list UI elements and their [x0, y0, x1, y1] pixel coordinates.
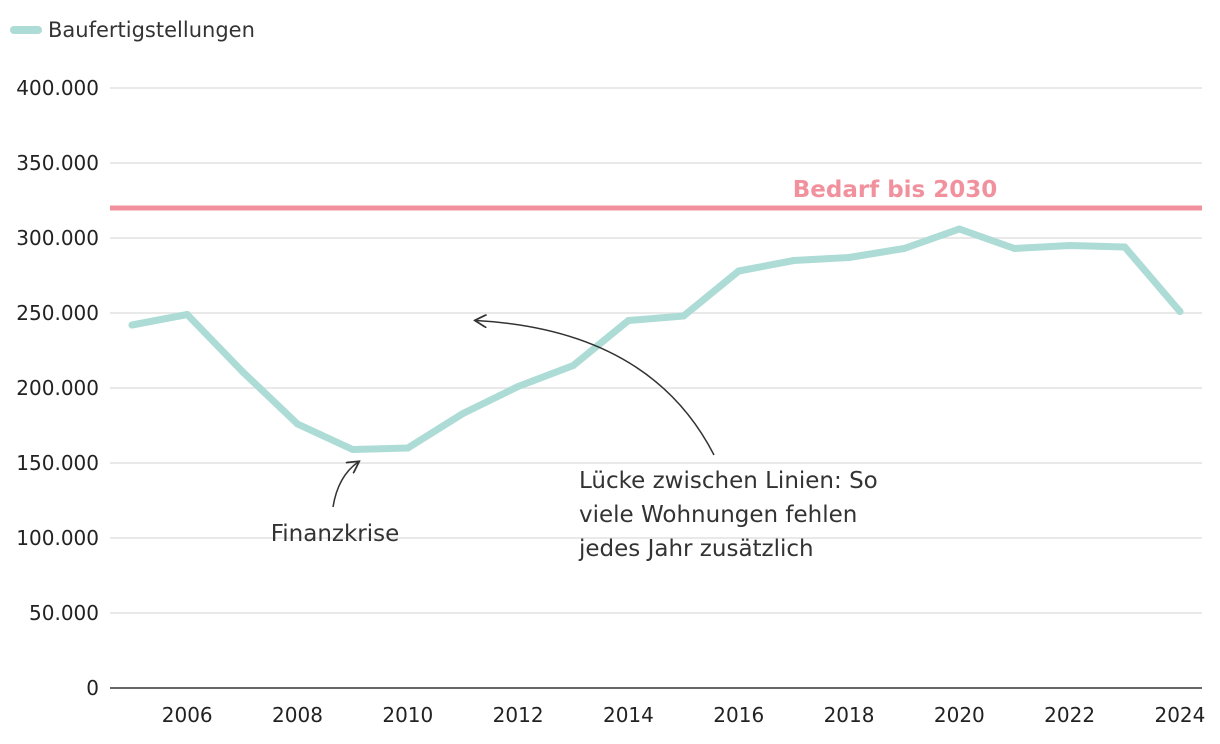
- x-tick-label: 2020: [934, 703, 985, 727]
- x-tick-label: 2012: [493, 703, 544, 727]
- series-line-0: [128, 225, 1184, 453]
- data-point: [845, 254, 853, 261]
- data-point: [790, 257, 798, 264]
- x-tick-label: 2006: [162, 703, 213, 727]
- y-tick-label: 0: [86, 676, 99, 700]
- annotation-finanzkrise-text: Finanzkrise: [271, 521, 400, 547]
- x-tick-label: 2008: [272, 703, 323, 727]
- y-tick-label: 50.000: [29, 601, 99, 625]
- reference-line-label: Bedarf bis 2030: [793, 177, 998, 203]
- y-tick-label: 200.000: [16, 376, 99, 400]
- y-tick-label: 150.000: [16, 451, 99, 475]
- x-tick-label: 2024: [1154, 703, 1205, 727]
- data-point: [569, 362, 577, 369]
- data-point: [128, 321, 136, 329]
- series-group: [128, 225, 1184, 453]
- annotations: Finanzkrise Lücke zwischen Linien: So viel…: [271, 321, 878, 562]
- x-tick-label: 2022: [1044, 703, 1095, 727]
- y-tick-label: 300.000: [16, 226, 99, 250]
- annotation-luecke-text: viele Wohnungen fehlen: [579, 502, 857, 528]
- legend: Baufertigstellungen: [10, 18, 255, 42]
- reference-line-group: Bedarf bis 2030: [110, 177, 1202, 211]
- annotation-arrow-luecke: [476, 321, 715, 456]
- x-tick-label: 2016: [713, 703, 764, 727]
- x-tick-label: 2018: [824, 703, 875, 727]
- legend-label: Baufertigstellungen: [48, 18, 255, 42]
- x-tick-label: 2010: [382, 703, 433, 727]
- data-point: [624, 317, 632, 324]
- y-tick-label: 350.000: [16, 151, 99, 175]
- data-point: [680, 312, 688, 320]
- data-point: [514, 383, 522, 390]
- axes: 0 50.000 100.000 150.000 200.000 250.000 300.0…: [16, 76, 1205, 727]
- y-tick-label: 400.000: [16, 76, 99, 100]
- x-tick-label: 2014: [603, 703, 654, 727]
- data-point: [404, 444, 412, 452]
- data-point: [1010, 245, 1018, 252]
- annotation-luecke-text: Lücke zwischen Linien: So: [579, 468, 878, 494]
- data-point: [1176, 308, 1184, 315]
- data-point: [294, 420, 302, 428]
- data-point: [183, 311, 191, 318]
- data-point: [1066, 242, 1074, 249]
- data-point: [1121, 243, 1129, 251]
- annotation-arrow-finanzkrise: [332, 462, 358, 508]
- data-point: [459, 410, 467, 417]
- data-point: [900, 245, 908, 252]
- data-point: [955, 225, 963, 233]
- data-point: [349, 446, 357, 453]
- data-point: [238, 368, 246, 375]
- data-point: [735, 267, 743, 275]
- grid: [110, 87, 1202, 614]
- annotation-luecke-text: jedes Jahr zusätzlich: [578, 536, 814, 562]
- y-tick-label: 250.000: [16, 301, 99, 325]
- y-tick-label: 100.000: [16, 526, 99, 550]
